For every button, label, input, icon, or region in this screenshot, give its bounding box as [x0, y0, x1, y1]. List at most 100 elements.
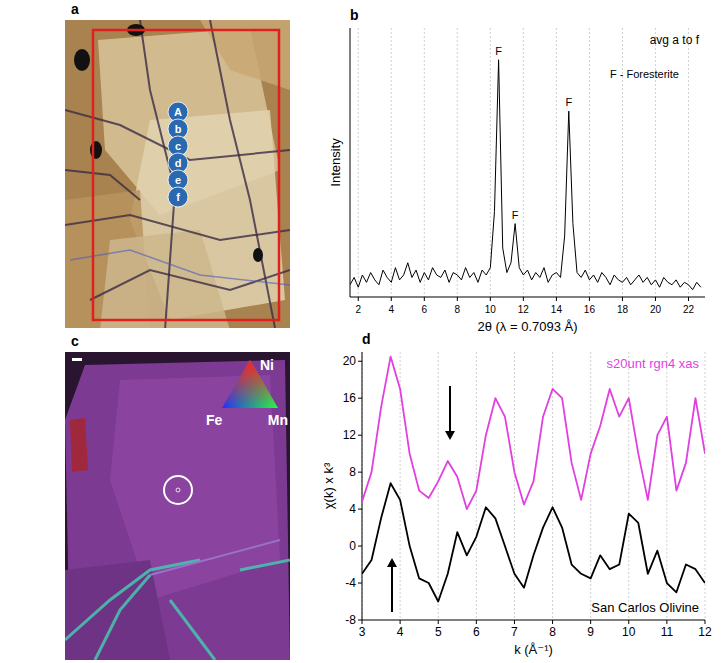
- x-axis-title: k (Å⁻¹): [514, 642, 553, 657]
- y-axis: [362, 352, 363, 620]
- grid-line: [523, 28, 524, 297]
- grid-line: [589, 28, 590, 297]
- x-tick: [589, 297, 590, 301]
- series-label: San Carlos Olivine: [591, 600, 699, 615]
- x-tick: [391, 297, 392, 301]
- vein: [170, 600, 215, 660]
- arrow-head: [445, 431, 455, 440]
- x-tick-label: 11: [661, 625, 674, 639]
- y-tick: [358, 583, 362, 584]
- y-tick-label: -4: [345, 576, 356, 590]
- x-tick-label: 12: [698, 625, 712, 639]
- x-tick-label: 9: [587, 625, 594, 639]
- y-axis: [350, 28, 351, 297]
- peak-label: F: [495, 45, 502, 57]
- x-tick: [556, 297, 557, 301]
- x-tick: [438, 620, 439, 624]
- y-tick-label: 8: [349, 465, 356, 479]
- spot-label: e: [175, 174, 181, 186]
- peak-label: F: [565, 96, 572, 108]
- x-tick-label: 4: [397, 625, 404, 639]
- x-tick-label: 20: [650, 304, 662, 315]
- plot-area: [362, 357, 705, 602]
- color-key-label: Ni: [260, 357, 274, 373]
- vein: [95, 575, 150, 660]
- inclusion: [253, 248, 263, 262]
- plot-area: [350, 60, 701, 290]
- panel-letter: c: [71, 333, 79, 349]
- x-tick-label: 3: [359, 625, 366, 639]
- spot-label: f: [176, 191, 180, 203]
- grid-line: [424, 28, 425, 297]
- x-tick: [514, 620, 515, 624]
- y-tick: [358, 472, 362, 473]
- vein: [150, 540, 280, 575]
- color-key-label: Mn: [268, 412, 288, 428]
- map-ground: [65, 352, 290, 660]
- map: Ni Fe Mn: [65, 352, 290, 660]
- grid-line: [590, 352, 591, 620]
- spot-label: b: [175, 123, 182, 135]
- scale-bar: [72, 358, 82, 361]
- x-tick: [590, 620, 591, 624]
- series-line: [362, 357, 705, 509]
- x-tick-label: 18: [617, 304, 629, 315]
- x-tick-label: 10: [485, 304, 497, 315]
- grid-line: [362, 352, 363, 620]
- grid-line: [628, 352, 629, 620]
- x-tick: [628, 620, 629, 624]
- color-key-label: Fe: [206, 412, 223, 428]
- y-tick: [358, 435, 362, 436]
- spot-label: d: [175, 157, 182, 169]
- y-tick-label: -8: [345, 613, 356, 627]
- crystal: [100, 230, 230, 328]
- y-tick-label: 16: [343, 391, 357, 405]
- series-line: [362, 483, 705, 601]
- grid-line: [358, 28, 359, 297]
- x-tick: [705, 620, 706, 624]
- peak-label: F: [512, 209, 519, 221]
- spot-label: A: [174, 106, 182, 118]
- series-line: [350, 60, 701, 290]
- x-tick: [358, 297, 359, 301]
- grain: [65, 560, 170, 660]
- y-tick-label: 20: [343, 354, 357, 368]
- x-tick: [688, 297, 689, 301]
- x-tick: [552, 620, 553, 624]
- y-axis-title: χ(k) x k³: [321, 462, 336, 509]
- vein: [240, 560, 290, 570]
- ni-spot: [70, 418, 88, 472]
- x-tick: [655, 297, 656, 301]
- vein: [65, 560, 200, 640]
- x-tick: [362, 620, 363, 624]
- x-tick-label: 2: [355, 304, 361, 315]
- grain: [65, 360, 290, 660]
- x-tick-label: 8: [455, 304, 461, 315]
- grid-line: [391, 28, 392, 297]
- x-tick: [666, 620, 667, 624]
- x-tick-label: 4: [388, 304, 394, 315]
- x-tick: [457, 297, 458, 301]
- y-tick: [358, 398, 362, 399]
- y-tick: [358, 361, 362, 362]
- spot-label: c: [175, 140, 181, 152]
- arrow: [449, 386, 451, 433]
- x-tick-label: 6: [422, 304, 428, 315]
- x-axis: [350, 297, 705, 298]
- x-tick: [622, 297, 623, 301]
- photo: Abcdef: [65, 20, 290, 328]
- panel-letter: a: [71, 1, 79, 17]
- x-tick: [523, 297, 524, 301]
- x-axis: [362, 620, 705, 621]
- x-tick: [400, 620, 401, 624]
- y-tick: [358, 546, 362, 547]
- x-tick: [490, 297, 491, 301]
- y-tick: [358, 509, 362, 510]
- series-label: s20unt rgn4 xas: [606, 356, 699, 371]
- arrow-head: [387, 558, 397, 567]
- crack: [90, 270, 290, 300]
- x-tick-label: 6: [473, 625, 480, 639]
- y-axis-title: Intensity: [328, 138, 343, 187]
- x-tick-label: 8: [549, 625, 556, 639]
- spot: [168, 187, 188, 207]
